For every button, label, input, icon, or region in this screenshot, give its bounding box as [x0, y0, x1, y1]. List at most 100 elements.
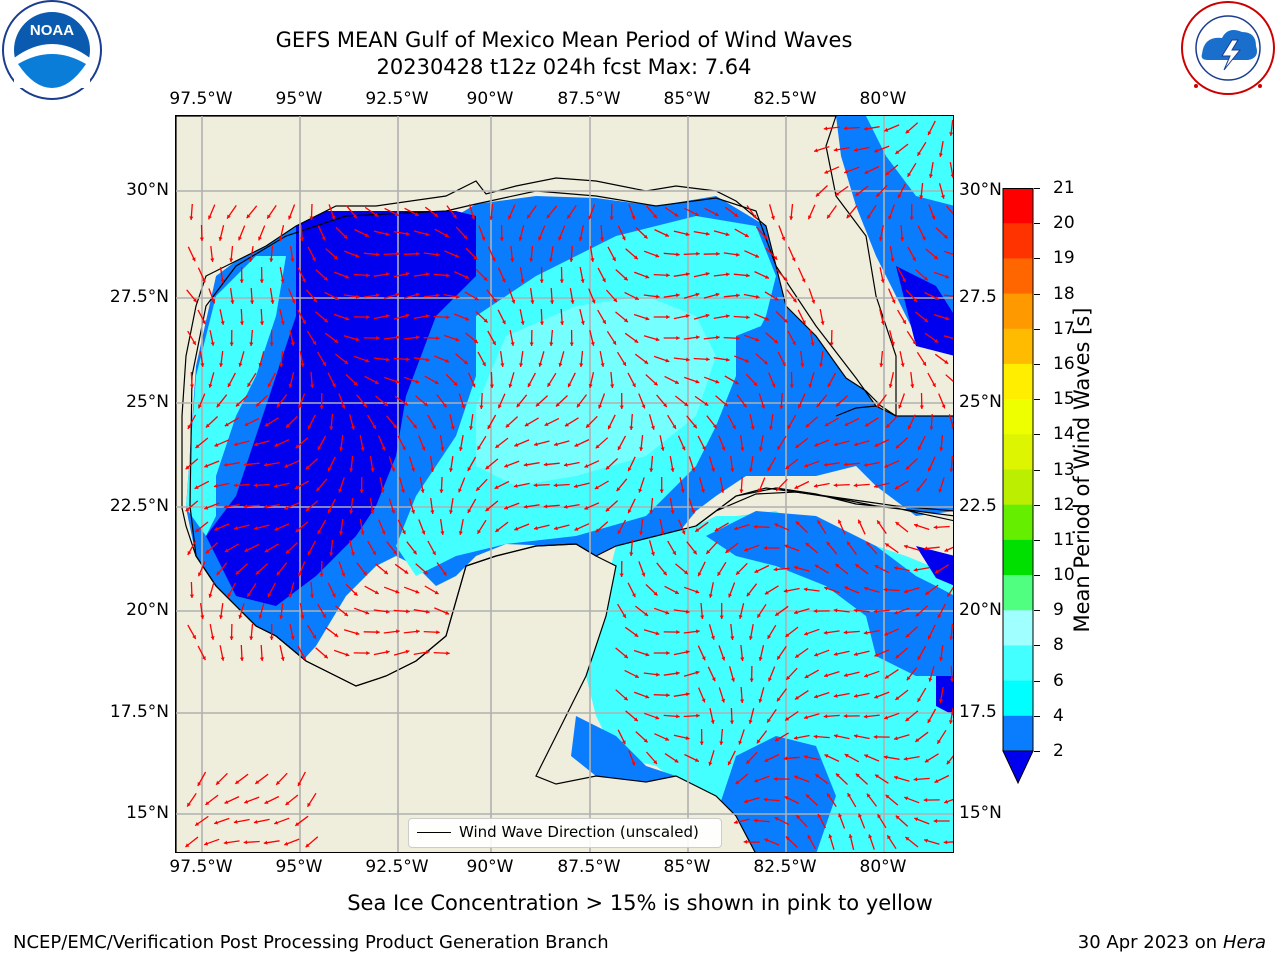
wave-arrow-head — [773, 776, 778, 781]
wave-arrow-head — [894, 775, 898, 780]
wave-arrow-head — [813, 483, 818, 488]
wave-arrow-head — [885, 794, 890, 799]
wave-arrow-head — [659, 489, 664, 493]
wave-arrow-head — [893, 566, 898, 571]
wave-arrow-head — [255, 780, 260, 784]
wave-arrow-head — [295, 528, 300, 533]
wave-arrow-head — [810, 342, 815, 346]
bottom-tick: 95°W — [275, 857, 323, 877]
wave-arrow-head — [783, 756, 788, 761]
wave-arrow-head — [195, 528, 200, 532]
wave-arrow-head — [629, 552, 634, 556]
wave-arrow-head — [879, 363, 884, 367]
wave-arrow-head — [727, 761, 732, 766]
wave-arrow-head — [187, 802, 191, 807]
wave-arrow-head — [298, 404, 302, 409]
wave-arrow-head — [533, 483, 538, 488]
wave-arrow-head — [824, 586, 829, 591]
wave-arrow-head — [633, 255, 638, 260]
wave-arrow-head — [794, 565, 798, 570]
wave-arrow-head — [477, 529, 481, 534]
wave-arrow-head — [563, 462, 568, 467]
wave-arrow-head — [543, 462, 548, 467]
wave-arrow-head — [735, 780, 740, 785]
wave-arrow-head — [554, 442, 558, 447]
wave-arrow-head — [415, 379, 420, 384]
wave-arrow-head — [412, 424, 417, 429]
wave-arrow-head — [355, 253, 360, 258]
wave-arrow-head — [434, 590, 439, 595]
wave-arrow-head — [214, 442, 219, 447]
wave-arrow-head — [200, 363, 205, 367]
wave-arrow-head — [455, 337, 460, 342]
wave-arrow-head — [274, 443, 279, 447]
wave-arrow-head — [844, 169, 849, 174]
wave-arrow-head — [463, 235, 468, 239]
wave-arrow-head — [558, 236, 562, 241]
wave-arrow-head — [247, 592, 251, 597]
wave-arrow-head — [310, 384, 315, 388]
wave-arrow-head — [738, 615, 743, 619]
wave-arrow-head — [458, 531, 463, 535]
wave-arrow-head — [362, 571, 367, 576]
wave-arrow-head — [653, 214, 657, 219]
wave-arrow-head — [254, 526, 258, 531]
wave-arrow-head — [784, 796, 789, 800]
wave-arrow-head — [833, 147, 838, 152]
wave-arrow-head — [580, 279, 585, 283]
wave-arrow-head — [259, 657, 264, 661]
colorbar-segment — [1003, 399, 1033, 435]
wave-arrow-head — [288, 593, 293, 598]
wave-arrow-head — [312, 634, 316, 639]
wave-arrow-head — [847, 793, 852, 798]
wave-arrow-head — [467, 467, 472, 471]
wave-arrow-head — [748, 719, 753, 724]
wave-arrow-head — [213, 483, 218, 488]
wave-arrow-head — [487, 425, 492, 429]
wave-arrow-head — [233, 483, 238, 488]
wave-arrow-head — [917, 656, 922, 660]
wave-arrow-head — [396, 251, 400, 256]
wave-arrow-head — [800, 363, 805, 367]
wave-arrow-head — [508, 215, 512, 220]
wave-arrow-head — [276, 403, 281, 408]
wave-arrow-head — [584, 505, 589, 510]
wave-arrow-head — [777, 697, 781, 702]
wave-arrow-head — [674, 758, 679, 763]
wave-arrow-head — [885, 171, 890, 176]
wave-arrow-head — [569, 342, 574, 346]
wave-arrow-head — [811, 299, 816, 304]
wave-arrow-head — [208, 383, 213, 388]
wave-arrow-head — [218, 236, 223, 241]
wave-arrow-head — [374, 590, 379, 594]
wave-arrow-head — [705, 231, 710, 236]
right-tick: 20°N — [959, 600, 1002, 620]
wave-arrow-head — [764, 758, 769, 762]
wave-arrow-head — [498, 404, 502, 409]
wave-arrow-head — [411, 467, 415, 472]
wave-arrow-head — [365, 610, 370, 615]
wave-arrow-head — [294, 485, 299, 489]
wave-arrow-head — [434, 213, 439, 217]
wave-arrow-head — [785, 716, 790, 721]
wave-arrow-head — [750, 426, 755, 430]
wave-arrow-head — [729, 720, 734, 724]
wave-arrow-head — [721, 656, 726, 661]
wave-arrow-head — [905, 633, 910, 638]
wave-arrow-head — [868, 834, 873, 839]
wave-arrow-head — [905, 465, 910, 470]
wave-arrow-head — [701, 698, 706, 703]
wave-arrow-head — [874, 694, 879, 699]
wave-arrow-head — [758, 657, 763, 661]
wave-arrow-head — [538, 236, 542, 241]
wave-arrow-head — [746, 273, 750, 278]
wave-arrow-head — [895, 444, 900, 449]
wave-arrow-head — [653, 381, 658, 386]
wave-arrow-head — [345, 652, 350, 657]
colorbar-segment — [1003, 680, 1033, 717]
wave-arrow-head — [915, 612, 920, 617]
wave-arrow-head — [746, 759, 751, 764]
wave-arrow-head — [434, 380, 439, 384]
wave-arrow-head — [694, 212, 699, 216]
wave-arrow-head — [645, 652, 650, 657]
